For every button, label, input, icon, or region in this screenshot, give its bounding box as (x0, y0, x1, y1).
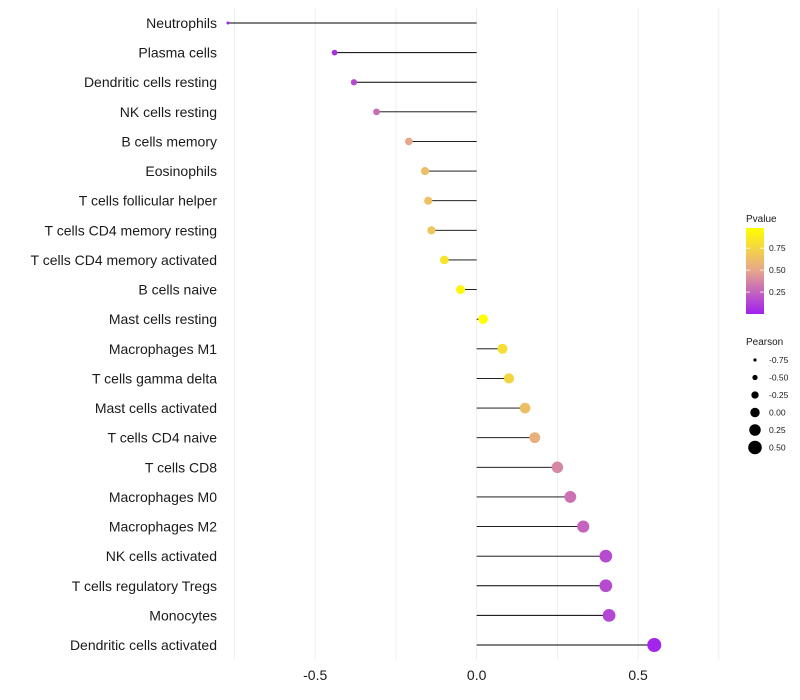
pearson-legend-title: Pearson (746, 337, 783, 348)
category-label: Neutrophils (146, 15, 217, 31)
category-label: Macrophages M0 (109, 489, 217, 505)
data-point (551, 461, 564, 474)
data-point (564, 490, 577, 503)
data-point (440, 255, 449, 265)
data-point (497, 343, 508, 354)
x-tick-label: 0.0 (467, 667, 487, 683)
category-label: Macrophages M2 (109, 519, 217, 535)
colorbar-tick-label: 0.25 (769, 287, 786, 297)
size-legend-label: -0.25 (769, 390, 789, 400)
data-point (331, 49, 338, 56)
data-point (647, 638, 662, 652)
category-label: T cells CD4 naive (108, 430, 218, 446)
colorbar-tick-label: 0.75 (769, 243, 786, 253)
category-labels: Neutrophils Plasma cells Dendritic cells r… (31, 15, 218, 653)
data-point (577, 520, 590, 533)
category-label: Eosinophils (145, 163, 217, 179)
data-point (529, 432, 541, 444)
data-point (405, 137, 413, 146)
category-label: Mast cells resting (109, 311, 217, 327)
size-legend-dot (753, 358, 757, 362)
category-label: NK cells resting (120, 104, 217, 120)
category-label: Dendritic cells activated (70, 637, 217, 653)
size-legend-dot (750, 407, 760, 418)
data-point (599, 579, 613, 593)
category-label: Plasma cells (138, 45, 217, 61)
data-point (456, 285, 466, 295)
data-point (373, 108, 380, 116)
pvalue-legend-title: Pvalue (746, 214, 777, 225)
size-legend-dot (751, 391, 759, 399)
pearson-legend-entries: -0.75 -0.50 -0.25 0.00 0.25 0.50 (748, 355, 789, 455)
stems (228, 22, 655, 646)
size-legend-dot (748, 440, 762, 455)
x-axis-ticks: -0.5 0.0 0.5 (303, 667, 648, 683)
colorbar-tick-label: 0.50 (769, 265, 786, 275)
category-label: B cells memory (121, 133, 217, 149)
category-label: Dendritic cells resting (84, 74, 217, 90)
category-label: Monocytes (149, 607, 217, 623)
data-point (599, 549, 613, 563)
data-point (420, 167, 430, 176)
category-label: Macrophages M1 (109, 341, 217, 357)
category-label: T cells regulatory Tregs (72, 578, 217, 594)
category-label: T cells CD4 memory resting (45, 222, 217, 238)
data-point (602, 608, 616, 622)
category-label: T cells gamma delta (92, 370, 217, 386)
data-point (478, 314, 488, 324)
data-point (226, 21, 230, 25)
category-label: B cells naive (138, 282, 217, 298)
data-point (427, 226, 436, 235)
x-tick-label: 0.5 (628, 667, 648, 683)
data-point (503, 373, 515, 384)
category-label: T cells CD8 (145, 459, 217, 475)
size-legend-label: 0.00 (769, 408, 786, 418)
size-legend-label: -0.50 (769, 373, 789, 383)
legend: Pvalue 0.250.500.75 Pearson -0.75-0.50-0… (746, 214, 789, 455)
size-legend-dot (752, 374, 758, 381)
category-label: Mast cells activated (95, 400, 217, 416)
category-label: NK cells activated (106, 548, 217, 564)
category-label: T cells CD4 memory activated (31, 252, 217, 268)
pvalue-legend-ticks: 0.25 0.50 0.75 (746, 243, 786, 297)
pvalue-colorbar (746, 228, 764, 314)
data-point (519, 402, 531, 414)
size-legend-label: 0.25 (769, 425, 786, 435)
size-legend-label: -0.75 (769, 355, 789, 365)
data-point (424, 196, 433, 205)
points (226, 21, 662, 652)
grid-lines (234, 8, 720, 660)
size-legend-dot (749, 424, 761, 436)
category-label: T cells follicular helper (79, 193, 218, 209)
x-tick-label: -0.5 (303, 667, 327, 683)
data-point (350, 79, 358, 86)
size-legend-label: 0.50 (769, 443, 786, 453)
